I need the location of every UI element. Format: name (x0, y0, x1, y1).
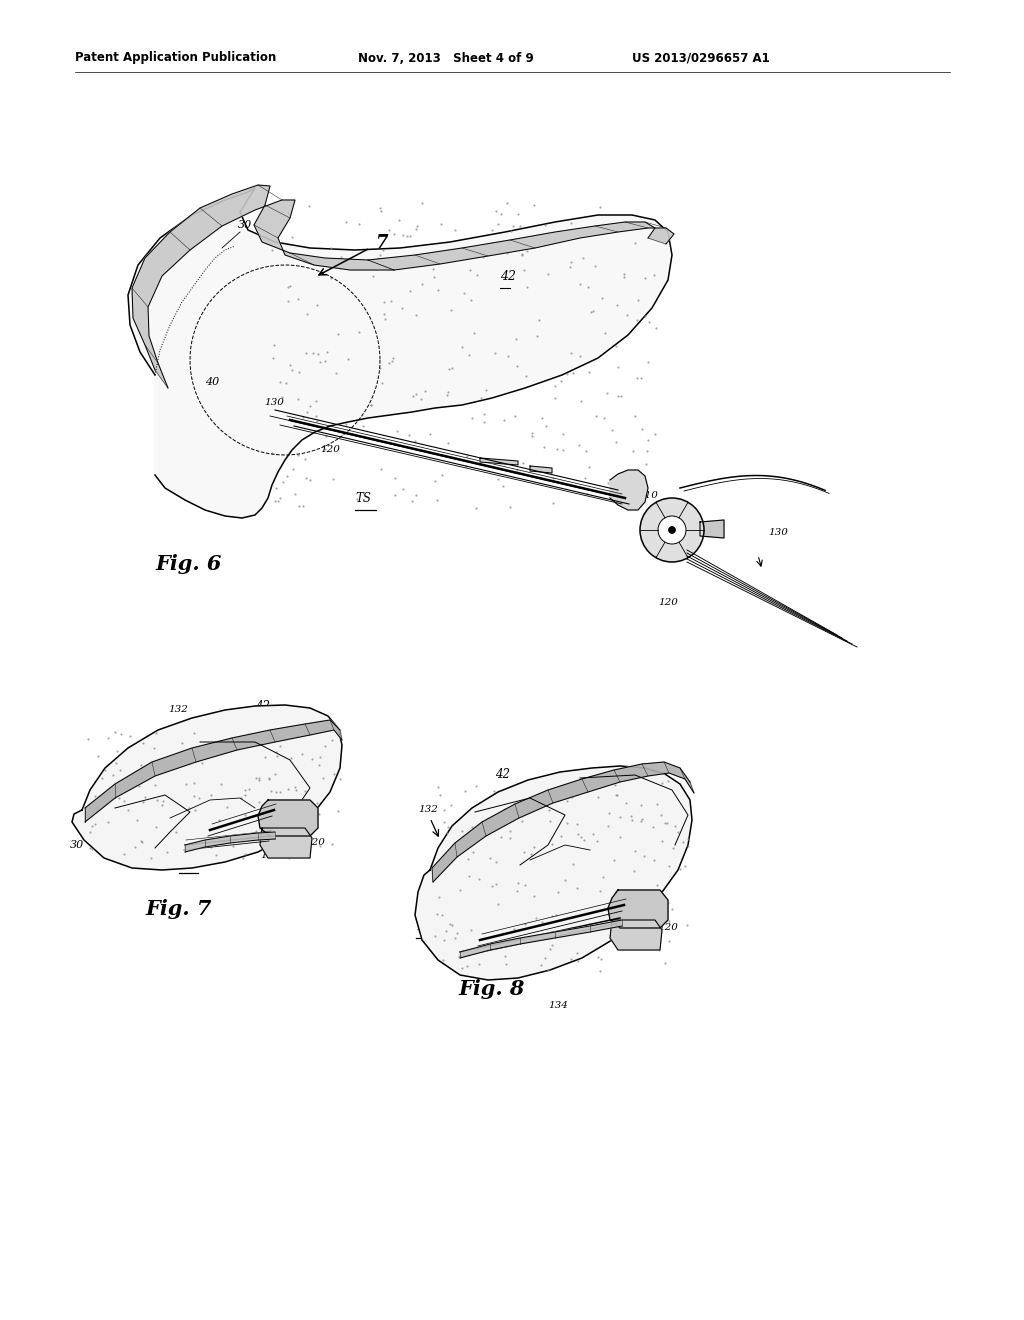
Text: 30: 30 (238, 220, 252, 230)
Text: 42: 42 (495, 768, 510, 781)
Text: Fig. 6: Fig. 6 (155, 554, 221, 574)
Text: 120: 120 (658, 598, 678, 607)
Text: 134: 134 (548, 1001, 568, 1010)
Text: 130: 130 (264, 399, 284, 407)
Text: 134: 134 (198, 833, 218, 842)
Text: 132: 132 (168, 705, 187, 714)
Text: TS: TS (355, 492, 371, 506)
Polygon shape (132, 185, 394, 388)
Polygon shape (480, 458, 518, 465)
Text: 130: 130 (260, 851, 280, 861)
Text: TS: TS (178, 855, 194, 869)
Polygon shape (610, 470, 648, 510)
Text: 120: 120 (319, 445, 340, 454)
Text: 120: 120 (305, 838, 325, 847)
Text: 120: 120 (658, 923, 678, 932)
Polygon shape (128, 187, 672, 517)
Text: US 2013/0296657 A1: US 2013/0296657 A1 (632, 51, 770, 65)
Polygon shape (85, 719, 342, 822)
Polygon shape (368, 222, 674, 271)
Text: Fig. 7: Fig. 7 (145, 899, 211, 919)
Text: 7: 7 (375, 234, 387, 252)
Circle shape (658, 516, 686, 544)
Text: 42: 42 (500, 271, 516, 282)
Polygon shape (185, 832, 275, 851)
Polygon shape (610, 920, 662, 950)
Polygon shape (608, 890, 668, 928)
Text: 42: 42 (255, 700, 270, 713)
Circle shape (640, 498, 705, 562)
Text: 40: 40 (324, 762, 338, 772)
Text: 130: 130 (768, 528, 787, 537)
Polygon shape (700, 520, 724, 539)
Text: 130: 130 (442, 931, 462, 940)
Text: 40: 40 (665, 832, 679, 842)
Polygon shape (530, 466, 552, 473)
Circle shape (669, 527, 676, 533)
Text: 132: 132 (418, 805, 438, 814)
Polygon shape (72, 705, 342, 870)
Polygon shape (260, 828, 312, 858)
Text: TS: TS (415, 920, 431, 933)
Text: Nov. 7, 2013   Sheet 4 of 9: Nov. 7, 2013 Sheet 4 of 9 (358, 51, 534, 65)
Polygon shape (258, 800, 318, 836)
Text: 30: 30 (70, 840, 84, 850)
Text: 40: 40 (205, 378, 219, 387)
Polygon shape (415, 766, 692, 979)
Polygon shape (460, 920, 622, 958)
Polygon shape (432, 762, 694, 882)
Text: 110: 110 (638, 491, 657, 500)
Text: Fig. 8: Fig. 8 (458, 979, 524, 999)
Text: Patent Application Publication: Patent Application Publication (75, 51, 276, 65)
